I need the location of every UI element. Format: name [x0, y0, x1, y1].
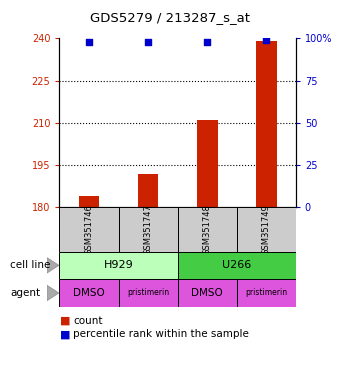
- Text: GSM351748: GSM351748: [203, 204, 212, 255]
- Bar: [177, 279, 237, 307]
- Bar: [59, 207, 119, 252]
- Bar: [138, 174, 158, 207]
- Bar: [177, 252, 296, 279]
- Polygon shape: [47, 258, 59, 273]
- Point: [264, 37, 269, 43]
- Text: pristimerin: pristimerin: [245, 288, 287, 298]
- Text: DMSO: DMSO: [73, 288, 105, 298]
- Bar: [197, 120, 218, 207]
- Bar: [59, 252, 177, 279]
- Text: GDS5279 / 213287_s_at: GDS5279 / 213287_s_at: [90, 11, 250, 24]
- Text: GSM351749: GSM351749: [262, 204, 271, 255]
- Text: pristimerin: pristimerin: [127, 288, 169, 298]
- Bar: [59, 279, 119, 307]
- Text: ■: ■: [59, 329, 70, 339]
- Bar: [119, 207, 177, 252]
- Text: cell line: cell line: [10, 260, 51, 270]
- Bar: [237, 207, 296, 252]
- Text: H929: H929: [104, 260, 133, 270]
- Text: count: count: [73, 316, 103, 326]
- Text: GSM351746: GSM351746: [85, 204, 94, 255]
- Bar: [119, 279, 177, 307]
- Text: U266: U266: [222, 260, 251, 270]
- Bar: [237, 279, 296, 307]
- Polygon shape: [47, 285, 59, 301]
- Point: [86, 39, 92, 45]
- Text: GSM351747: GSM351747: [143, 204, 153, 255]
- Point: [204, 39, 210, 45]
- Text: percentile rank within the sample: percentile rank within the sample: [73, 329, 249, 339]
- Bar: [256, 41, 277, 207]
- Text: DMSO: DMSO: [191, 288, 223, 298]
- Text: agent: agent: [10, 288, 40, 298]
- Bar: [177, 207, 237, 252]
- Point: [146, 39, 151, 45]
- Bar: [79, 196, 99, 207]
- Text: ■: ■: [59, 316, 70, 326]
